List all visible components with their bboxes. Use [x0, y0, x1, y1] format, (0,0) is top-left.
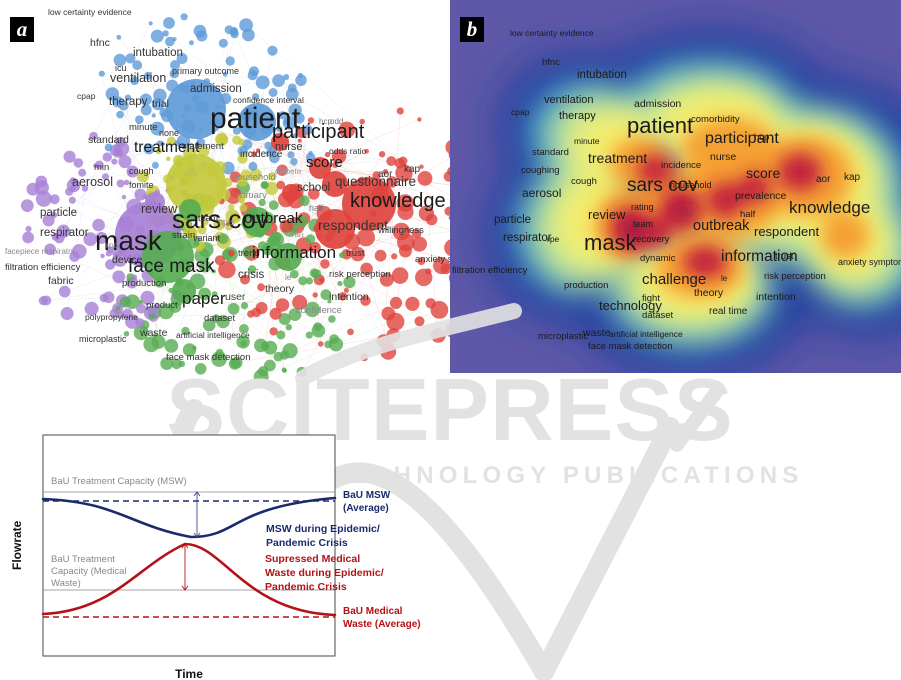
svg-text:waste: waste	[582, 327, 611, 339]
svg-text:rpe: rpe	[547, 234, 560, 244]
svg-text:Pandemic Crisis: Pandemic Crisis	[265, 581, 347, 593]
svg-text:nurse: nurse	[710, 151, 736, 163]
svg-text:score: score	[746, 165, 780, 181]
svg-text:rating: rating	[631, 202, 654, 212]
svg-text:le: le	[721, 274, 728, 283]
svg-text:aor: aor	[816, 174, 831, 185]
svg-text:Waste): Waste)	[51, 578, 81, 589]
svg-text:risk perception: risk perception	[764, 271, 826, 282]
svg-text:hcp: hcp	[754, 132, 769, 143]
svg-text:BaU Treatment Capacity (MSW): BaU Treatment Capacity (MSW)	[51, 476, 187, 487]
svg-text:(Average): (Average)	[343, 503, 389, 514]
svg-text:mask: mask	[584, 230, 638, 255]
svg-text:anxiety symptom: anxiety symptom	[838, 257, 901, 267]
svg-text:Pandemic Crisis: Pandemic Crisis	[266, 537, 348, 549]
svg-text:comorbidity: comorbidity	[691, 114, 740, 125]
svg-text:dynamic: dynamic	[640, 253, 676, 264]
svg-text:theory: theory	[694, 287, 724, 299]
svg-text:Supressed Medical: Supressed Medical	[265, 553, 360, 565]
svg-text:face mask detection: face mask detection	[588, 341, 673, 352]
svg-text:standard: standard	[532, 147, 569, 158]
svg-text:cpap: cpap	[511, 107, 530, 117]
svg-text:admission: admission	[634, 98, 681, 110]
svg-text:artificial intelligence: artificial intelligence	[609, 329, 683, 339]
svg-text:BaU Treatment: BaU Treatment	[51, 554, 115, 565]
svg-text:therapy: therapy	[559, 110, 596, 122]
svg-text:trust: trust	[775, 251, 794, 262]
svg-text:Flowrate: Flowrate	[10, 520, 24, 570]
svg-text:filtration efficiency: filtration efficiency	[452, 265, 528, 276]
svg-text:Waste (Average): Waste (Average)	[343, 619, 421, 630]
svg-text:prevalence: prevalence	[735, 190, 787, 202]
svg-text:microplastic: microplastic	[538, 331, 588, 342]
svg-text:outbreak: outbreak	[693, 218, 750, 234]
svg-text:real time: real time	[709, 306, 748, 317]
svg-text:hfnc: hfnc	[542, 57, 560, 68]
svg-text:review: review	[588, 207, 626, 222]
svg-text:patient: patient	[627, 113, 693, 138]
svg-text:minute: minute	[574, 136, 600, 146]
svg-text:particle: particle	[494, 214, 531, 226]
svg-text:respondent: respondent	[754, 224, 819, 239]
svg-text:aerosol: aerosol	[522, 186, 561, 200]
svg-text:production: production	[564, 280, 608, 291]
svg-text:fight: fight	[642, 293, 660, 304]
svg-text:knowledge: knowledge	[789, 198, 870, 217]
svg-text:BaU MSW: BaU MSW	[343, 490, 391, 501]
svg-text:BaU Medical: BaU Medical	[343, 606, 403, 617]
svg-text:intention: intention	[756, 291, 796, 303]
svg-text:respirator: respirator	[503, 232, 552, 244]
svg-text:cough: cough	[571, 176, 597, 187]
svg-text:Capacity (Medical: Capacity (Medical	[51, 566, 127, 577]
svg-text:team: team	[633, 219, 653, 229]
svg-text:treatment: treatment	[588, 150, 647, 166]
svg-text:intubation: intubation	[577, 69, 627, 81]
svg-text:coughing: coughing	[521, 165, 560, 176]
svg-text:low certainty evidence: low certainty evidence	[510, 28, 594, 38]
svg-text:MSW during Epidemic/: MSW during Epidemic/	[266, 523, 380, 535]
svg-text:incidence: incidence	[661, 160, 701, 171]
svg-text:challenge: challenge	[642, 271, 706, 288]
svg-text:Time: Time	[175, 667, 203, 680]
svg-text:kap: kap	[844, 172, 861, 183]
svg-text:recovery: recovery	[633, 234, 670, 245]
svg-text:Waste during Epidemic/: Waste during Epidemic/	[265, 567, 384, 579]
svg-text:sars cov: sars cov	[627, 175, 698, 196]
svg-text:ventilation: ventilation	[544, 94, 594, 106]
svg-text:dataset: dataset	[642, 310, 674, 321]
